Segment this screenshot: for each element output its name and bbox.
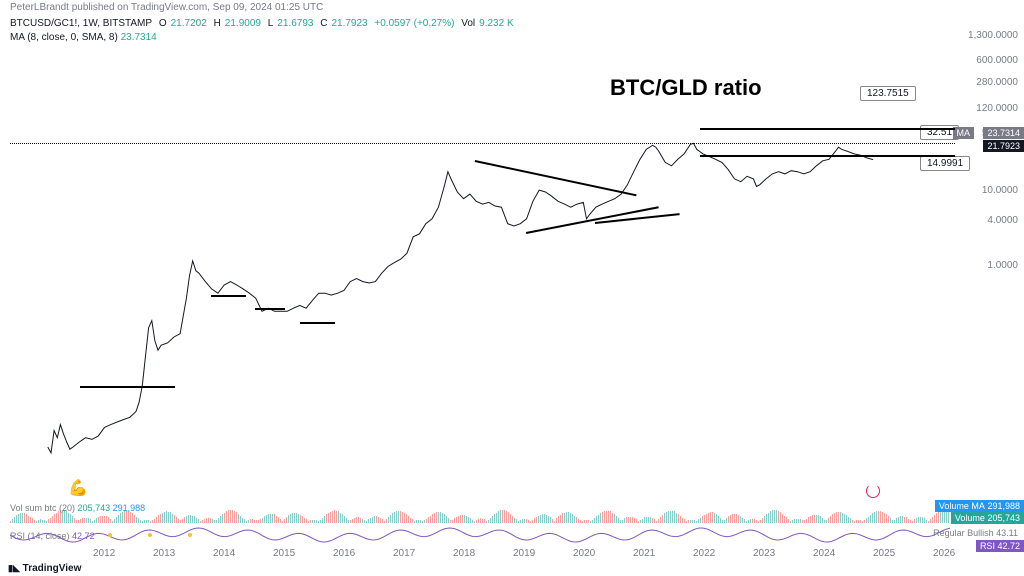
chart-root: PeterLBrandt published on TradingView.co… (0, 0, 1024, 576)
range-low-box: 14.9991 (920, 156, 970, 171)
watermark-text: TradingView (23, 563, 82, 574)
ma-price-label: 23.7314 (983, 127, 1024, 139)
volume-bars (10, 505, 955, 523)
chart-title: BTC/GLD ratio (610, 75, 762, 101)
y-axis[interactable]: 1,300.0000600.0000280.0000120.000050.000… (960, 15, 1024, 495)
volume-ma-badge: Volume MA 291,988 (935, 500, 1024, 512)
x-axis[interactable]: 2012201320142015201620172018201920202021… (10, 548, 955, 562)
rsi-panel[interactable]: RSI (14, close) 42.72 (10, 526, 955, 544)
publish-info: PeterLBrandt published on TradingView.co… (10, 2, 323, 13)
target-price-box: 123.7515 (860, 86, 916, 101)
volume-badge: Volume 205,743 (951, 512, 1024, 524)
ma-price-tag: MA (953, 127, 975, 139)
rsib-value: 42.72 (997, 541, 1020, 551)
vma-label: Volume MA (939, 501, 985, 511)
rsi-badge: RSI 42.72 (976, 540, 1024, 552)
rsi-line (10, 526, 955, 544)
volb-label: Volume (955, 513, 985, 523)
reg-text: Regular Bullish (933, 528, 994, 538)
last-price-label: 21.7923 (983, 140, 1024, 152)
reg-val: 43.11 (996, 528, 1018, 538)
ma-tag-text: MA (957, 128, 971, 138)
replay-icon[interactable] (866, 484, 880, 498)
flex-arm-icon: 💪 (68, 478, 88, 498)
volume-panel[interactable]: Vol sum btc (20) 205,743 291,988 (10, 498, 955, 523)
rsib-label: RSI (980, 541, 995, 551)
price-chart[interactable] (10, 15, 955, 495)
tradingview-watermark[interactable]: ▮◣ TradingView (8, 563, 81, 574)
volb-value: 205,743 (987, 513, 1020, 523)
regular-bullish-label: Regular Bullish 43.11 (933, 528, 1018, 538)
dotted-hline (10, 143, 955, 144)
vma-value: 291,988 (987, 501, 1020, 511)
